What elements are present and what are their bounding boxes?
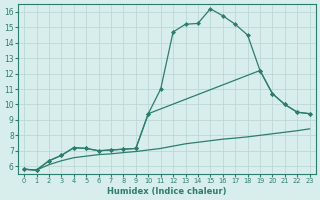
X-axis label: Humidex (Indice chaleur): Humidex (Indice chaleur): [107, 187, 227, 196]
